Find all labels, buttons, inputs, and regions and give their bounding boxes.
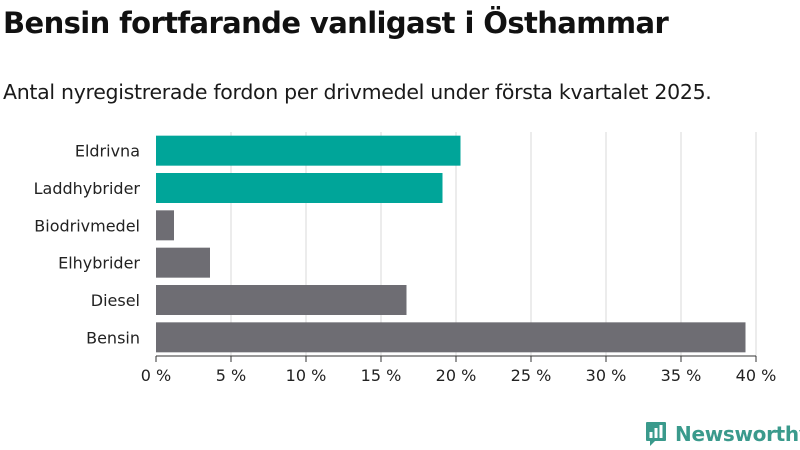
x-tick-label: 30 % [586,366,627,385]
category-label: Biodrivmedel [34,216,140,235]
category-label: Elhybrider [58,254,140,273]
category-label: Diesel [91,291,140,310]
x-tick-label: 20 % [436,366,477,385]
bar-diesel [156,285,407,315]
category-labels: Eldrivna Laddhybrider Biodrivmedel Elhybrid… [34,142,141,348]
category-label: Eldrivna [75,142,140,161]
x-tick-label: 5 % [216,366,246,385]
x-axis: 0 % 5 % 10 % 15 % 20 % 25 % 30 % 35 % 40 % [141,355,777,385]
x-tick-label: 25 % [511,366,552,385]
brand-name: Newsworthy [675,422,800,446]
category-label: Laddhybrider [34,179,141,198]
bar-elhybrider [156,247,210,278]
x-tick-label: 35 % [661,366,702,385]
grid-lines [230,132,757,356]
x-tick-label: 40 % [736,366,777,385]
bar-eldrivna [156,135,461,166]
x-tick-label: 15 % [361,366,402,385]
bar-biodrivmedel [156,210,174,241]
chart-subtitle: Antal nyregistrerade fordon per drivmede… [3,80,712,104]
bar-bensin [156,322,746,353]
newsworthy-logo-icon [646,422,666,446]
category-label: Bensin [86,328,140,347]
bars [156,135,746,353]
x-tick-label: 0 % [141,366,171,385]
bar-laddhybrider [156,173,443,203]
newsworthy-logo: Newsworthy [645,420,800,448]
x-tick-label: 10 % [286,366,327,385]
chart-title: Bensin fortfarande vanligast i Östhammar [3,6,669,40]
